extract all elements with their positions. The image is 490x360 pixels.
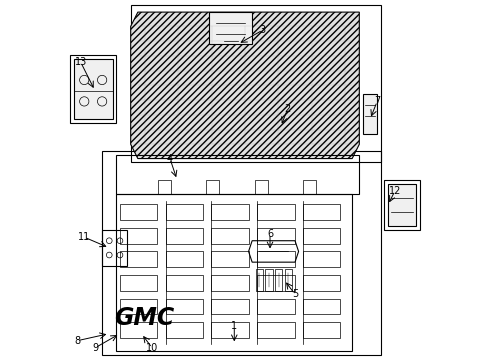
Text: 10: 10	[146, 343, 158, 353]
Text: 8: 8	[74, 336, 80, 346]
Text: 6: 6	[267, 229, 273, 239]
Text: 4: 4	[167, 154, 173, 163]
Polygon shape	[131, 12, 359, 158]
Text: 5: 5	[292, 289, 298, 299]
Polygon shape	[363, 94, 377, 134]
Text: 13: 13	[74, 57, 87, 67]
Text: 12: 12	[389, 186, 401, 196]
Polygon shape	[388, 184, 416, 226]
Text: 9: 9	[92, 343, 98, 353]
Polygon shape	[209, 12, 252, 44]
Text: 1: 1	[231, 321, 237, 332]
Text: 7: 7	[374, 96, 380, 107]
Text: 3: 3	[260, 25, 266, 35]
Text: GMC: GMC	[115, 306, 175, 329]
Text: 11: 11	[78, 232, 90, 242]
Text: 2: 2	[285, 104, 291, 113]
Polygon shape	[74, 59, 113, 119]
